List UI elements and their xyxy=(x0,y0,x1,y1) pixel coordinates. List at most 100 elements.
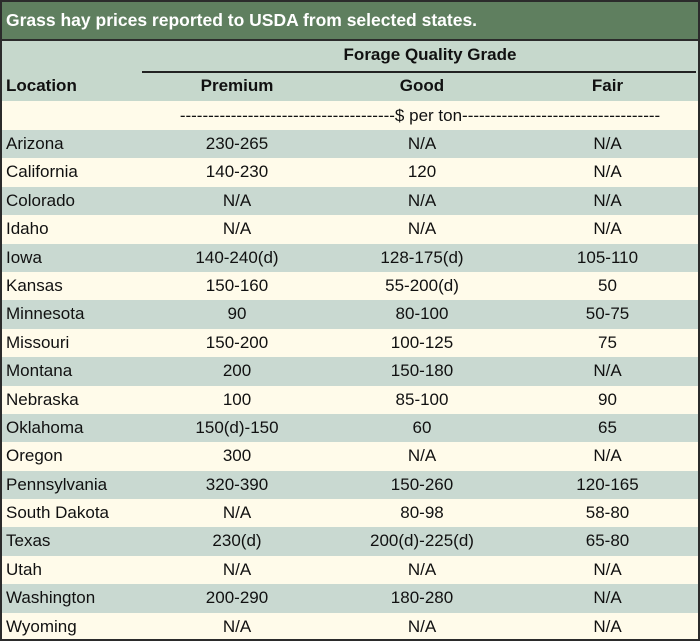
cell-location: Pennsylvania xyxy=(6,474,108,494)
cell-good: 200(d)-225(d) xyxy=(370,531,474,551)
cell-location: Nebraska xyxy=(6,389,79,409)
table-row: Arizona 230-265 N/A N/A xyxy=(2,130,698,159)
table-row: Idaho N/A N/A N/A xyxy=(2,215,698,244)
cell-fair: N/A xyxy=(593,134,622,153)
unit-row: --------------------------------------$ … xyxy=(2,101,698,130)
cell-location: Missouri xyxy=(6,332,70,352)
cell-premium: 300 xyxy=(222,446,252,466)
group-header-rule xyxy=(142,71,696,73)
cell-good: 80-100 xyxy=(395,304,449,324)
table-row: Missouri 150-200 100-125 75 xyxy=(2,328,698,358)
table-row: Washington 200-290 180-280 N/A xyxy=(2,584,698,613)
cell-location: Washington xyxy=(6,588,96,608)
cell-location: Montana xyxy=(6,361,73,381)
cell-fair: N/A xyxy=(593,219,622,239)
cell-premium: 230(d) xyxy=(212,531,262,551)
cell-fair: 65 xyxy=(598,417,617,437)
cell-location: Iowa xyxy=(6,247,42,267)
cell-good: 100-125 xyxy=(390,332,454,352)
cell-good: N/A xyxy=(407,219,437,239)
cell-location: Colorado xyxy=(6,190,75,210)
cell-fair: 50 xyxy=(598,275,617,295)
cell-fair: 65-80 xyxy=(585,531,630,551)
column-header-location: Location xyxy=(6,76,77,95)
table-row: Colorado N/A N/A N/A xyxy=(2,186,698,216)
cell-good: 128-175(d) xyxy=(380,247,464,267)
table-row: Pennsylvania 320-390 150-260 120-165 xyxy=(2,470,698,500)
cell-fair: N/A xyxy=(593,446,622,466)
cell-fair: 90 xyxy=(598,389,617,409)
cell-location: Texas xyxy=(6,531,51,551)
cell-location: Wyoming xyxy=(6,616,77,636)
cell-fair: 75 xyxy=(598,332,617,352)
table-row: California 140-230 120 N/A xyxy=(2,158,698,187)
cell-location: Oregon xyxy=(6,446,63,466)
table-body: Arizona 230-265 N/A N/A California 140-230 120… xyxy=(2,130,698,639)
cell-fair: N/A xyxy=(593,616,622,636)
cell-fair: N/A xyxy=(593,559,622,579)
cell-location: South Dakota xyxy=(6,503,110,523)
cell-premium: 320-390 xyxy=(205,474,269,494)
cell-premium: 140-230 xyxy=(205,162,269,182)
table-row: Oregon 300 N/A N/A xyxy=(2,442,698,471)
cell-good: 55-200(d) xyxy=(385,275,459,295)
table-row: Minnesota 90 80-100 50-75 xyxy=(2,300,698,329)
cell-good: N/A xyxy=(407,134,437,153)
cell-fair: 50-75 xyxy=(585,304,630,324)
cell-good: N/A xyxy=(407,446,437,466)
cell-premium: N/A xyxy=(222,503,252,523)
cell-location: Oklahoma xyxy=(6,417,84,437)
table-title: Grass hay prices reported to USDA from s… xyxy=(2,2,698,41)
cell-location: Minnesota xyxy=(6,304,85,324)
column-header-good: Good xyxy=(399,76,445,95)
table-row: Oklahoma 150(d)-150 60 65 xyxy=(2,413,698,443)
cell-good: 150-260 xyxy=(390,474,454,494)
cell-location: California xyxy=(6,162,78,182)
cell-premium: 150-200 xyxy=(205,332,269,352)
cell-premium: 150(d)-150 xyxy=(195,417,279,437)
cell-fair: 120-165 xyxy=(576,474,639,494)
cell-premium: 100 xyxy=(222,389,252,409)
cell-location: Utah xyxy=(6,559,42,579)
table-row: Iowa 140-240(d) 128-175(d) 105-110 xyxy=(2,243,698,272)
cell-premium: N/A xyxy=(222,616,252,636)
cell-fair: N/A xyxy=(593,588,622,608)
cell-premium: N/A xyxy=(222,219,252,239)
table-row: Utah N/A N/A N/A xyxy=(2,555,698,585)
cell-good: 80-98 xyxy=(400,503,444,523)
cell-fair: N/A xyxy=(593,361,622,381)
cell-good: 120 xyxy=(407,162,437,182)
table-row: Kansas 150-160 55-200(d) 50 xyxy=(2,271,698,301)
cell-premium: N/A xyxy=(222,190,252,210)
table-row: Wyoming N/A N/A N/A xyxy=(2,612,698,639)
cell-premium: 90 xyxy=(227,304,247,324)
cell-fair: N/A xyxy=(593,162,622,182)
cell-premium: 200-290 xyxy=(205,588,269,608)
cell-premium: 150-160 xyxy=(205,275,269,295)
cell-premium: N/A xyxy=(222,559,252,579)
table-row: South Dakota N/A 80-98 58-80 xyxy=(2,499,698,528)
cell-location: Idaho xyxy=(6,219,49,239)
cell-good: N/A xyxy=(407,559,437,579)
table-header: Forage Quality Grade Location Premium Go… xyxy=(2,41,698,101)
cell-location: Kansas xyxy=(6,275,63,295)
cell-good: 180-280 xyxy=(390,588,454,608)
cell-premium: 230-265 xyxy=(205,134,269,153)
cell-good: 60 xyxy=(412,417,432,437)
cell-good: N/A xyxy=(407,616,437,636)
table-row: Nebraska 100 85-100 90 xyxy=(2,385,698,414)
cell-premium: 140-240(d) xyxy=(195,247,279,267)
column-header-premium: Premium xyxy=(200,76,274,95)
cell-location: Arizona xyxy=(6,134,64,153)
table-row: Texas 230(d) 200(d)-225(d) 65-80 xyxy=(2,527,698,556)
cell-good: N/A xyxy=(407,190,437,210)
group-header: Forage Quality Grade xyxy=(343,45,517,64)
cell-good: 150-180 xyxy=(390,361,454,381)
cell-good: 85-100 xyxy=(395,389,449,409)
column-header-fair: Fair xyxy=(591,76,624,95)
cell-fair: N/A xyxy=(593,190,622,210)
cell-premium: 200 xyxy=(222,361,252,381)
cell-fair: 105-110 xyxy=(576,247,639,267)
table-row: Montana 200 150-180 N/A xyxy=(2,357,698,386)
